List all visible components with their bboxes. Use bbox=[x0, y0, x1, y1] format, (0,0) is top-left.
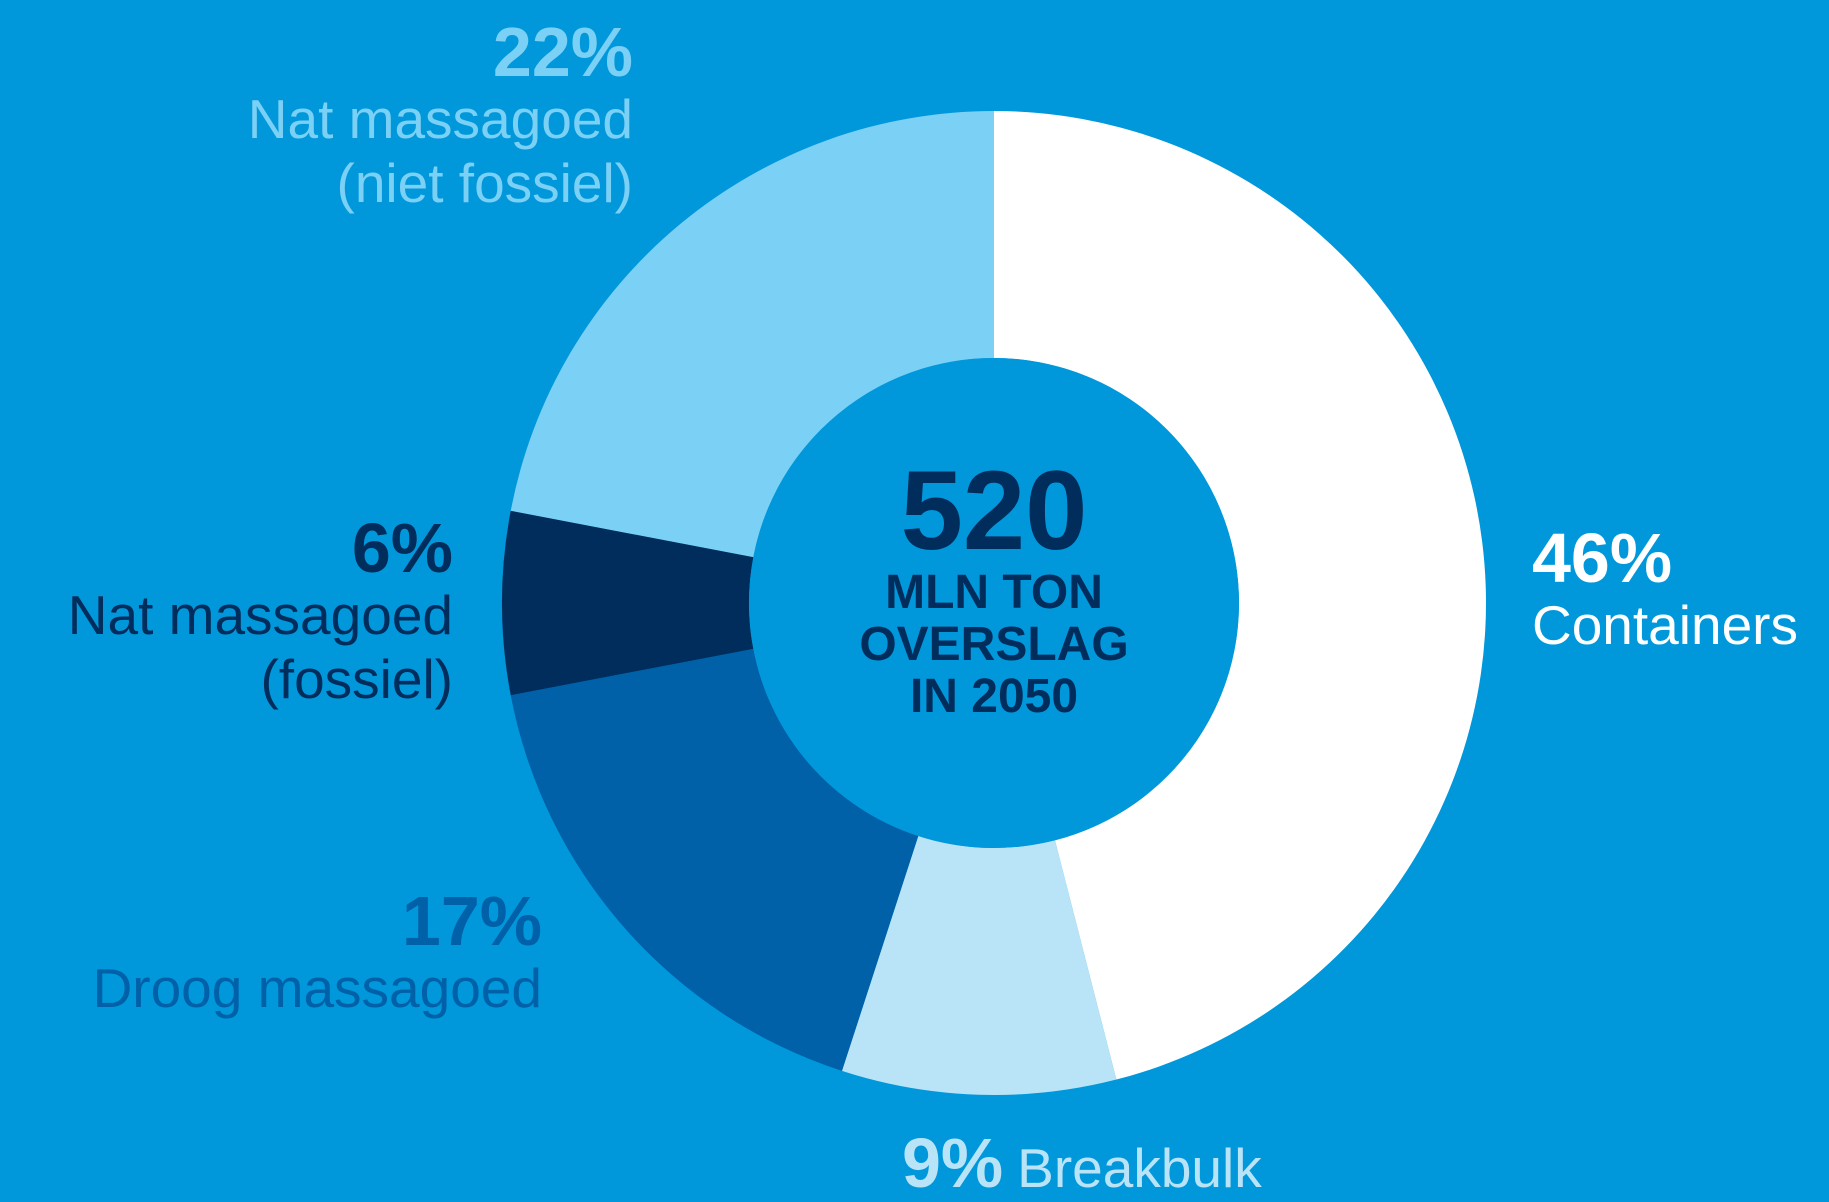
donut-slice bbox=[510, 648, 919, 1071]
slice-label: 9% Breakbulk bbox=[902, 1128, 1262, 1200]
category-label: Nat massagoed (niet fossiel) bbox=[247, 88, 633, 214]
category-label: Droog massagoed bbox=[92, 957, 542, 1019]
value-label: 46% bbox=[1532, 519, 1673, 597]
center-value: 520 bbox=[900, 448, 1088, 573]
donut-slice bbox=[502, 510, 754, 696]
slice-label: 46% Containers bbox=[1532, 523, 1798, 657]
value-label: 17% bbox=[401, 882, 542, 960]
category-label: Breakbulk bbox=[1017, 1137, 1262, 1199]
donut-slice bbox=[994, 111, 1486, 1080]
donut-slice bbox=[510, 111, 994, 558]
center-label: 520 MLN TON OVERSLAG IN 2050 bbox=[744, 455, 1244, 723]
value-label: 9% bbox=[902, 1124, 1004, 1202]
slice-label: 6% Nat massagoed (fossiel) bbox=[68, 513, 453, 711]
category-label: Nat massagoed (fossiel) bbox=[67, 584, 453, 710]
donut-hole bbox=[749, 358, 1239, 848]
value-label: 22% bbox=[492, 13, 633, 91]
slice-label: 17% Droog massagoed bbox=[93, 886, 542, 1020]
value-label: 6% bbox=[351, 509, 453, 587]
slice-label: 22% Nat massagoed (niet fossiel) bbox=[248, 17, 633, 215]
category-label: Containers bbox=[1532, 594, 1798, 656]
center-sublabel: MLN TON OVERSLAG IN 2050 bbox=[859, 566, 1129, 723]
donut-slice bbox=[841, 836, 1117, 1095]
